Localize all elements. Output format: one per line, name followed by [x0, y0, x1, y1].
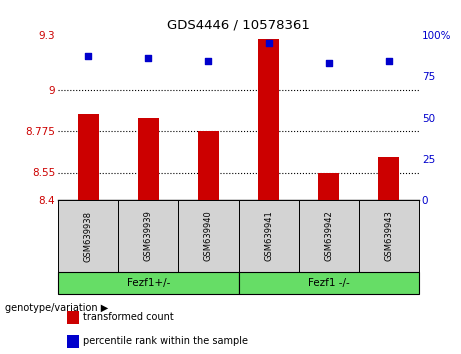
Bar [77, 114, 99, 200]
Title: GDS4446 / 10578361: GDS4446 / 10578361 [167, 18, 310, 31]
Bar [258, 39, 279, 200]
Point [205, 58, 212, 64]
Text: percentile rank within the sample: percentile rank within the sample [83, 336, 248, 347]
Text: GSM639942: GSM639942 [324, 211, 333, 261]
Text: GSM639938: GSM639938 [83, 211, 93, 262]
Point [145, 55, 152, 61]
Bar [67, 311, 79, 324]
Bar [359, 200, 419, 272]
Bar [58, 272, 238, 294]
Text: GSM639941: GSM639941 [264, 211, 273, 261]
Text: transformed count: transformed count [83, 312, 174, 322]
Bar [378, 157, 399, 200]
Bar [138, 118, 159, 200]
Point [265, 40, 272, 46]
Bar [238, 272, 419, 294]
Point [325, 60, 332, 66]
Text: Fezf1 -/-: Fezf1 -/- [308, 278, 349, 288]
Bar [58, 200, 118, 272]
Point [385, 58, 393, 64]
Bar [178, 200, 238, 272]
Bar [318, 173, 339, 200]
Bar [67, 335, 79, 348]
Text: GSM639940: GSM639940 [204, 211, 213, 261]
Bar [118, 200, 178, 272]
Bar [238, 200, 299, 272]
Point [84, 53, 92, 59]
Bar [299, 200, 359, 272]
Text: genotype/variation ▶: genotype/variation ▶ [5, 303, 108, 313]
Bar [198, 131, 219, 200]
Text: Fezf1+/-: Fezf1+/- [127, 278, 170, 288]
Text: GSM639943: GSM639943 [384, 211, 393, 262]
Text: GSM639939: GSM639939 [144, 211, 153, 262]
